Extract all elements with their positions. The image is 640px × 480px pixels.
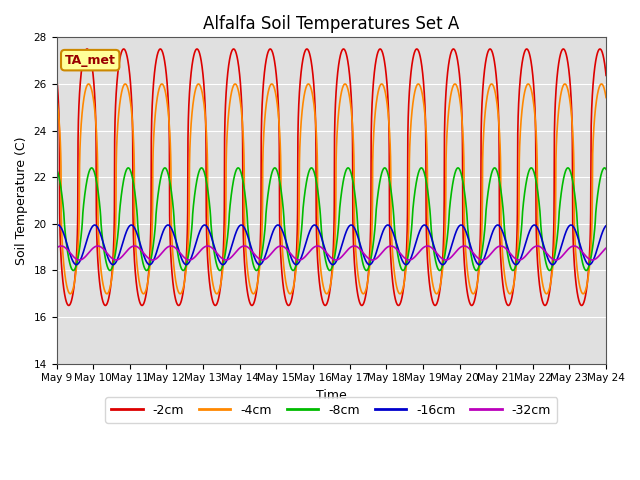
-4cm <box>598 81 605 87</box>
-32cm <box>589 257 596 263</box>
Line: -4cm: -4cm <box>56 84 606 294</box>
-16cm <box>586 262 593 267</box>
-16cm <box>602 223 609 229</box>
-32cm <box>52 245 60 251</box>
-4cm <box>152 110 159 116</box>
-2cm <box>152 62 159 68</box>
-8cm <box>602 167 610 172</box>
-2cm <box>311 98 319 104</box>
-4cm <box>67 291 74 297</box>
-32cm <box>602 246 609 252</box>
Line: -8cm: -8cm <box>56 168 606 270</box>
-2cm <box>596 46 604 52</box>
-8cm <box>454 165 462 171</box>
-8cm <box>486 179 493 185</box>
-4cm <box>486 84 493 89</box>
-32cm <box>454 246 462 252</box>
-16cm <box>602 223 610 228</box>
-16cm <box>54 222 62 228</box>
-4cm <box>424 228 432 234</box>
-4cm <box>602 92 609 97</box>
-2cm <box>52 72 60 78</box>
-4cm <box>311 109 319 115</box>
-32cm <box>57 243 65 249</box>
-4cm <box>602 95 610 100</box>
-2cm <box>454 63 462 69</box>
Title: Alfalfa Soil Temperatures Set A: Alfalfa Soil Temperatures Set A <box>203 15 460 33</box>
-8cm <box>311 171 319 177</box>
-16cm <box>424 226 432 232</box>
-8cm <box>601 165 609 171</box>
-16cm <box>486 238 493 244</box>
-16cm <box>454 224 462 230</box>
-8cm <box>424 191 432 196</box>
Y-axis label: Soil Temperature (C): Soil Temperature (C) <box>15 136 28 265</box>
Legend: -2cm, -4cm, -8cm, -16cm, -32cm: -2cm, -4cm, -8cm, -16cm, -32cm <box>105 397 557 423</box>
-4cm <box>454 89 462 95</box>
-32cm <box>486 252 493 258</box>
-2cm <box>424 265 432 271</box>
-2cm <box>602 68 609 73</box>
-8cm <box>602 166 609 171</box>
X-axis label: Time: Time <box>316 389 347 402</box>
-8cm <box>52 167 60 172</box>
-2cm <box>602 72 610 78</box>
-4cm <box>52 95 60 100</box>
-32cm <box>152 256 159 262</box>
Line: -2cm: -2cm <box>56 49 606 305</box>
-32cm <box>311 244 319 250</box>
-8cm <box>70 267 77 273</box>
Line: -32cm: -32cm <box>56 246 606 260</box>
-32cm <box>602 245 610 251</box>
-16cm <box>311 222 319 228</box>
Text: TA_met: TA_met <box>65 54 116 67</box>
-2cm <box>65 302 72 308</box>
-32cm <box>424 243 432 249</box>
Line: -16cm: -16cm <box>56 225 606 264</box>
-16cm <box>52 223 60 228</box>
-8cm <box>152 222 159 228</box>
-2cm <box>486 46 493 52</box>
-16cm <box>152 253 159 259</box>
